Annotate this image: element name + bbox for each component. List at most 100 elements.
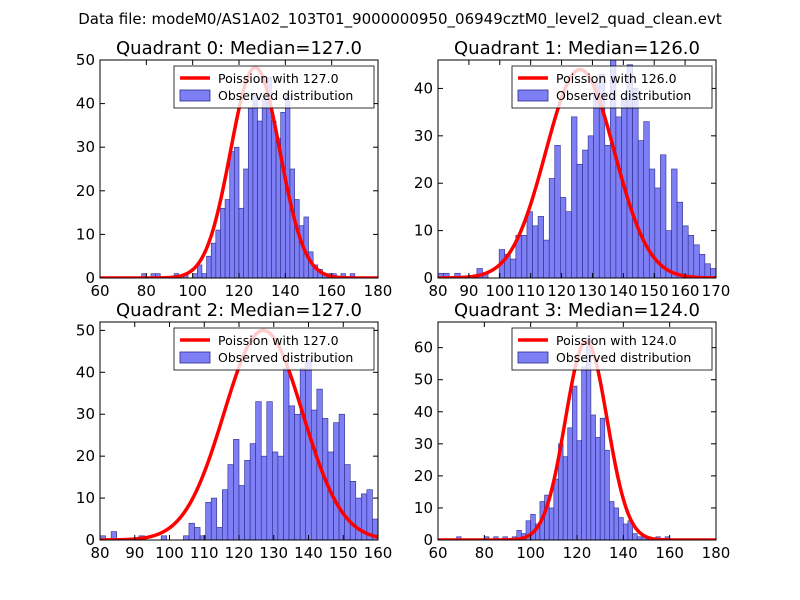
x-tick-label: 100 [155, 544, 184, 562]
histogram-bar [604, 145, 611, 278]
legend: Poission with 124.0 Observed distribution [511, 327, 713, 371]
histogram-bar [671, 168, 678, 278]
histogram-bar [632, 88, 639, 278]
x-tick-label: 160 [317, 282, 346, 300]
x-tick-label: 160 [364, 544, 393, 562]
histogram-bar [197, 264, 203, 278]
legend-bars-label: Observed distribution [556, 350, 691, 365]
histogram-bar [266, 401, 273, 540]
histogram-bar [366, 489, 373, 540]
y-tick-label: 10 [414, 499, 433, 517]
histogram-bar [305, 359, 312, 540]
histogram-bar [233, 439, 240, 540]
histogram-bar [261, 98, 268, 278]
x-tick-label: 140 [609, 282, 638, 300]
histogram-bar [587, 135, 594, 278]
x-tick-label: 140 [271, 282, 300, 300]
legend-bars-swatch [517, 89, 549, 102]
y-tick-label: 30 [414, 435, 433, 453]
y-tick-label: 10 [414, 222, 433, 240]
histogram-bar [406, 536, 412, 540]
legend-bars-swatch [517, 351, 549, 364]
histogram-bar [521, 235, 528, 278]
histogram-bar [238, 207, 244, 278]
plot-area-0 [100, 65, 378, 278]
histogram-bar [243, 168, 249, 278]
chart-panel-3: 60 80 100 120 140 160 180 0 10 20 30 40 50 60 Quadrant… [414, 300, 730, 562]
histogram-bar [247, 107, 254, 278]
y-tick-label: 40 [414, 403, 433, 421]
histogram-bar [576, 163, 583, 278]
histogram-bar [234, 146, 240, 278]
histogram-bar [249, 443, 256, 540]
legend-bars-label: Observed distribution [218, 350, 353, 365]
histogram-bar [593, 83, 600, 278]
histogram-bar [582, 149, 589, 278]
histogram-bar [548, 507, 555, 540]
histogram-bar [210, 242, 217, 278]
y-tick-label: 40 [76, 95, 95, 113]
histogram-bar [637, 140, 645, 278]
histogram-bar [532, 225, 539, 278]
x-tick-label: 80 [137, 282, 156, 300]
histogram-bar [215, 229, 221, 278]
histogram-bar [192, 273, 198, 278]
histogram-bar [227, 464, 234, 540]
y-tick-label: 10 [76, 489, 95, 507]
chart-panels: 60 80 100 120 140 160 180 0 10 20 30 40 50 Quadrant 0… [76, 38, 733, 562]
histogram-bar [727, 273, 733, 278]
histogram-bar [560, 197, 567, 278]
x-tick-label: 180 [364, 282, 393, 300]
histogram-bar [613, 507, 619, 540]
histogram-bar [377, 514, 378, 540]
legend-bars-swatch [179, 89, 211, 102]
histogram-bar [194, 527, 201, 540]
x-tick-label: 60 [90, 282, 109, 300]
histogram-bar [271, 120, 277, 278]
x-tick-label: 130 [259, 544, 288, 562]
histogram-bar [632, 533, 638, 540]
x-tick-label: 100 [178, 282, 207, 300]
y-tick-label: 20 [76, 182, 95, 200]
histogram-bar [572, 385, 578, 540]
histogram-bar [299, 367, 307, 540]
x-tick-label: 130 [578, 282, 607, 300]
x-tick-label: 120 [547, 282, 576, 300]
histogram-bar [715, 272, 716, 278]
histogram-bar [355, 497, 362, 540]
histogram-bar [216, 527, 223, 540]
histogram-bar [155, 273, 161, 278]
histogram-bar [222, 489, 229, 540]
histogram-bar [553, 478, 559, 540]
histogram-bar [581, 366, 587, 540]
x-tick-label: 80 [428, 282, 447, 300]
y-tick-label: 50 [76, 321, 95, 339]
histogram-bar [201, 273, 207, 278]
y-tick-label: 20 [414, 467, 433, 485]
histogram-bar [590, 414, 596, 540]
histogram-bar [283, 367, 290, 540]
y-tick-label: 50 [414, 371, 433, 389]
histogram-bar [338, 413, 345, 540]
y-tick-label: 30 [414, 127, 433, 145]
histogram-bar [599, 417, 606, 540]
histogram-bar [526, 211, 533, 278]
legend-curve-label: Poission with 126.0 [556, 71, 677, 86]
histogram-bar [333, 422, 340, 540]
histogram-bar [310, 409, 318, 540]
plot-area-2 [100, 328, 412, 540]
histogram-bar [548, 178, 556, 278]
histogram-bar [244, 460, 251, 540]
histogram-bar [288, 405, 295, 540]
y-tick-label: 0 [423, 531, 433, 549]
x-tick-label: 140 [609, 544, 638, 562]
x-tick-label: 140 [294, 544, 323, 562]
chart-panel-0: 60 80 100 120 140 160 180 0 10 20 30 40 50 Quadrant 0… [76, 38, 392, 300]
legend: Poission with 127.0 Observed distribution [173, 327, 375, 371]
histogram-bar [643, 121, 650, 278]
histogram-bar [205, 501, 212, 540]
figure-suptitle: Data file: modeM0/AS1A02_103T01_90000009… [78, 10, 722, 29]
y-tick-label: 60 [414, 339, 433, 357]
chart-title: Quadrant 0: Median=127.0 [116, 38, 362, 59]
x-tick-label: 100 [485, 282, 514, 300]
